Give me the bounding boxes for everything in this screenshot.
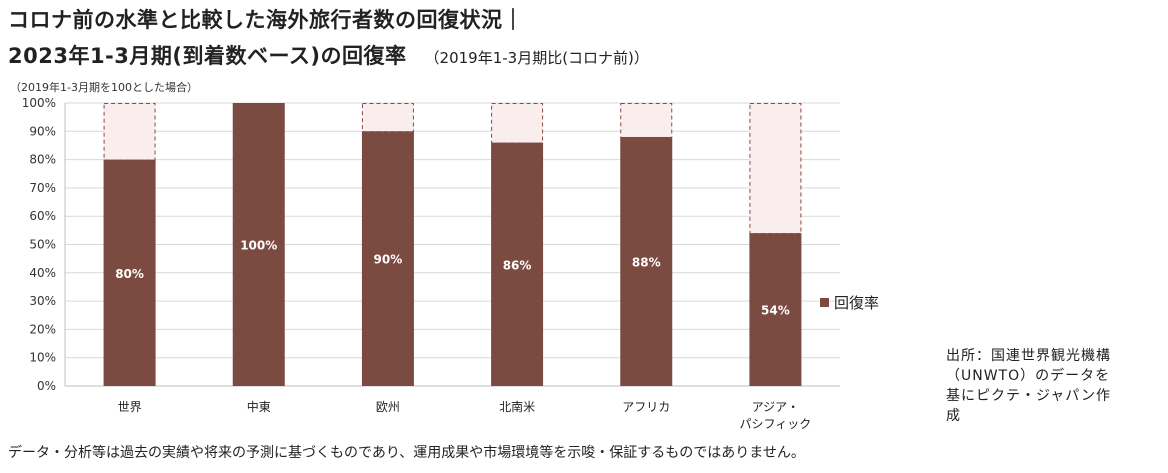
x-tick-label: 世界 xyxy=(118,400,142,414)
bar xyxy=(749,233,802,386)
source-note: 出所：国連世界観光機構（UNWTO）のデータを基にピクテ・ジャパン作成 xyxy=(946,348,1111,424)
y-tick-label: 90% xyxy=(29,124,56,138)
bar-data-label: 100% xyxy=(240,239,277,253)
chart-subtitle: （2019年1-3月期比(コロナ前)） xyxy=(424,49,649,67)
x-tick-label: アジア・ xyxy=(752,400,800,414)
bar-remainder xyxy=(620,103,673,138)
bar xyxy=(361,131,414,386)
bar-data-label: 80% xyxy=(115,267,144,281)
bars: 80% 100% 90% 86% 88% 54% xyxy=(103,103,802,386)
bar-data-label: 88% xyxy=(632,255,661,269)
bar-remainder xyxy=(361,103,414,133)
y-tick-label: 80% xyxy=(29,153,56,167)
legend: 回復率 xyxy=(820,294,879,312)
x-axis: 世界 中東 欧州 北南米 アフリカ アジア・パシフィック xyxy=(118,399,812,431)
bar-remainder xyxy=(491,103,544,144)
y-tick-label: 20% xyxy=(29,322,56,336)
bar xyxy=(232,103,285,386)
chart-note: （2019年1-3月期を100とした場合） xyxy=(10,81,198,94)
chart-title-line1: コロナ前の水準と比較した海外旅行者数の回復状況｜ xyxy=(8,8,524,32)
legend-swatch xyxy=(820,298,829,307)
bar-data-label: 86% xyxy=(503,258,532,272)
chart-title-line2: 2023年1-3月期(到着数ベース)の回復率 （2019年1-3月期比(コロナ前)… xyxy=(8,40,649,70)
x-tick-label: 中東 xyxy=(247,399,271,414)
disclaimer: データ・分析等は過去の実績や将来の予測に基づくものであり、運用成果や市場環境等を… xyxy=(8,445,805,461)
bar-remainder xyxy=(103,103,156,161)
y-axis: 0% 10% 20% 30% 40% 50% 60% 70% 80% 90% 100% xyxy=(22,96,840,393)
y-tick-label: 50% xyxy=(29,238,56,252)
legend-label: 回復率 xyxy=(834,294,879,312)
x-tick-label: アフリカ xyxy=(622,400,670,414)
y-tick-label: 30% xyxy=(29,294,56,308)
y-tick-label: 70% xyxy=(29,181,56,195)
y-tick-label: 100% xyxy=(22,96,56,110)
bar xyxy=(103,159,156,386)
bar-data-label: 54% xyxy=(761,304,790,318)
bar-remainder xyxy=(749,103,802,235)
bar xyxy=(620,136,673,386)
bar-data-label: 90% xyxy=(374,253,403,267)
x-tick-label: 北南米 xyxy=(499,399,535,414)
chart-title-main: 2023年1-3月期(到着数ベース)の回復率 xyxy=(8,44,407,68)
x-tick-label: パシフィック xyxy=(740,417,812,431)
x-tick-label: 欧州 xyxy=(376,400,400,414)
y-tick-label: 0% xyxy=(37,379,56,393)
gridlines xyxy=(65,102,840,387)
y-tick-label: 60% xyxy=(29,209,56,223)
bar xyxy=(491,142,544,386)
y-tick-label: 10% xyxy=(29,351,56,365)
y-tick-label: 40% xyxy=(29,266,56,280)
